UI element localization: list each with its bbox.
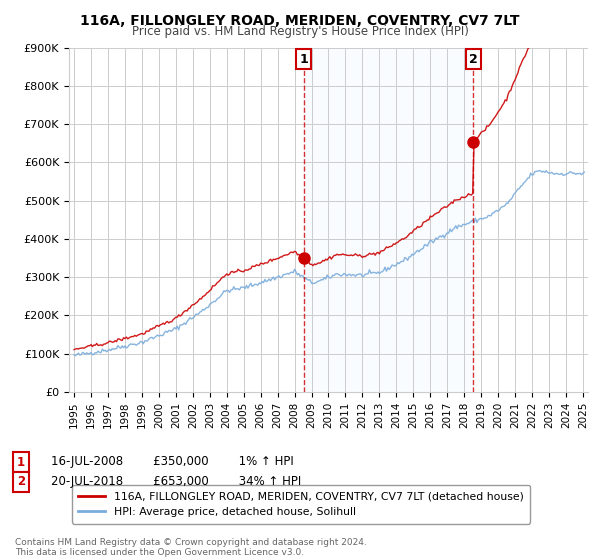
Text: 20-JUL-2018        £653,000        34% ↑ HPI: 20-JUL-2018 £653,000 34% ↑ HPI xyxy=(51,475,301,488)
Text: 2: 2 xyxy=(469,53,478,66)
Legend: 116A, FILLONGLEY ROAD, MERIDEN, COVENTRY, CV7 7LT (detached house), HPI: Average: 116A, FILLONGLEY ROAD, MERIDEN, COVENTRY… xyxy=(72,485,530,524)
Text: 2: 2 xyxy=(17,475,25,488)
Text: 1: 1 xyxy=(17,455,25,469)
Text: 16-JUL-2008        £350,000        1% ↑ HPI: 16-JUL-2008 £350,000 1% ↑ HPI xyxy=(51,455,294,469)
Bar xyxy=(304,48,473,392)
Text: 116A, FILLONGLEY ROAD, MERIDEN, COVENTRY, CV7 7LT: 116A, FILLONGLEY ROAD, MERIDEN, COVENTRY… xyxy=(80,14,520,28)
Text: Contains HM Land Registry data © Crown copyright and database right 2024.
This d: Contains HM Land Registry data © Crown c… xyxy=(15,538,367,557)
Text: 1: 1 xyxy=(299,53,308,66)
Text: Price paid vs. HM Land Registry's House Price Index (HPI): Price paid vs. HM Land Registry's House … xyxy=(131,25,469,38)
